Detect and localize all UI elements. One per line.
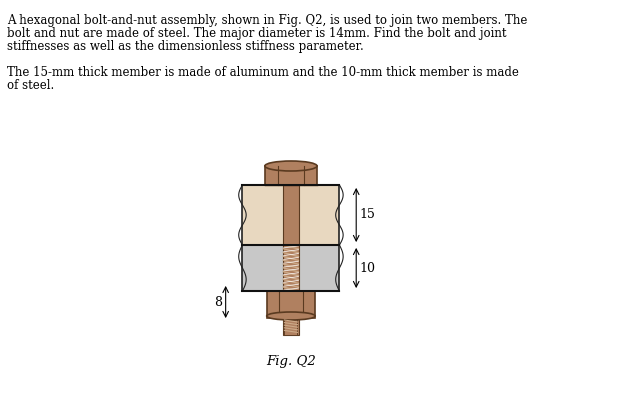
Ellipse shape [265, 161, 317, 171]
Text: A hexagonal bolt-and-nut assembly, shown in Fig. Q2, is used to join two members: A hexagonal bolt-and-nut assembly, shown… [8, 14, 528, 27]
Text: of steel.: of steel. [8, 79, 55, 92]
Ellipse shape [267, 312, 315, 320]
Text: bolt and nut are made of steel. The major diameter is 14mm. Find the bolt and jo: bolt and nut are made of steel. The majo… [8, 27, 507, 40]
Text: 8: 8 [214, 296, 222, 308]
Bar [242, 185, 339, 245]
Text: The 15-mm thick member is made of aluminum and the 10-mm thick member is made: The 15-mm thick member is made of alumin… [8, 66, 519, 79]
Text: 10: 10 [360, 262, 376, 274]
Bar [242, 245, 339, 291]
Bar [282, 185, 299, 335]
Text: 15: 15 [360, 208, 376, 222]
Bar [267, 291, 315, 318]
Bar [265, 166, 317, 185]
Text: stiffnesses as well as the dimensionless stiffness parameter.: stiffnesses as well as the dimensionless… [8, 40, 364, 53]
Text: Fig. Q2: Fig. Q2 [266, 355, 316, 368]
Bar [284, 318, 298, 335]
